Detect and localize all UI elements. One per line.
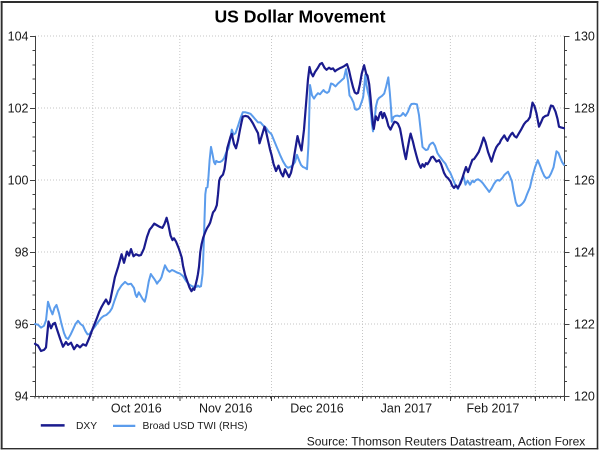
svg-text:Jan 2017: Jan 2017 [381,402,432,416]
svg-text:120: 120 [574,390,595,404]
svg-text:100: 100 [8,174,29,188]
svg-text:122: 122 [574,318,595,332]
svg-text:98: 98 [15,246,29,260]
svg-text:Oct 2016: Oct 2016 [111,402,162,416]
svg-text:104: 104 [8,30,29,44]
svg-text:130: 130 [574,30,595,44]
svg-text:US Dollar Movement: US Dollar Movement [214,7,385,27]
svg-text:Feb 2017: Feb 2017 [466,402,519,416]
svg-text:Source: Thomson Reuters Datast: Source: Thomson Reuters Datastream, Acti… [307,435,586,449]
svg-text:94: 94 [15,390,29,404]
svg-text:96: 96 [15,318,29,332]
svg-text:Nov 2016: Nov 2016 [199,402,253,416]
svg-text:Dec 2016: Dec 2016 [290,402,344,416]
svg-text:Broad USD TWI (RHS): Broad USD TWI (RHS) [143,421,248,432]
svg-text:102: 102 [8,102,29,116]
svg-text:124: 124 [574,246,595,260]
svg-text:126: 126 [574,174,595,188]
svg-text:DXY: DXY [76,421,97,432]
svg-text:128: 128 [574,102,595,116]
